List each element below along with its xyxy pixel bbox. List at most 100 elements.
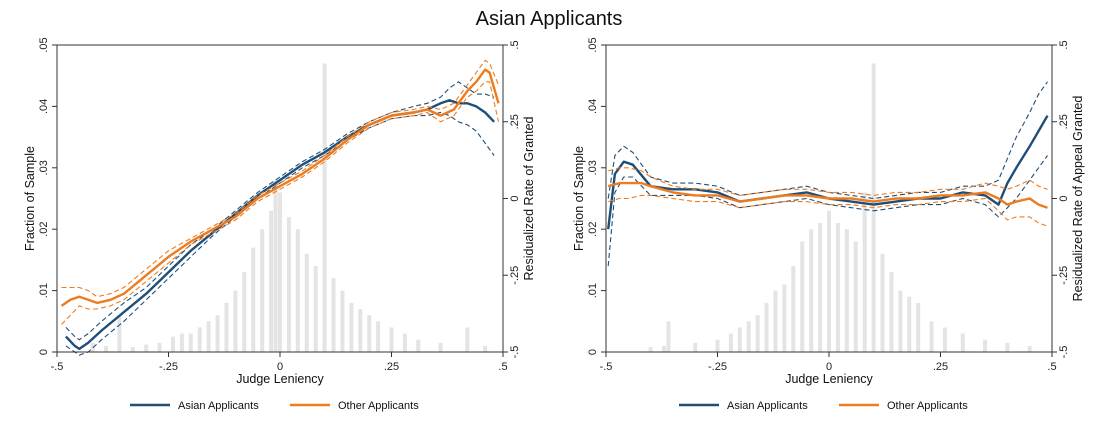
ci-lower-line (608, 194, 1048, 227)
histogram-bar (661, 345, 666, 352)
histogram-bar (331, 278, 336, 352)
y-right-tick-label: 0 (509, 195, 521, 201)
histogram-bar (648, 347, 653, 352)
y-left-tick-label: .05 (38, 37, 50, 52)
y-right-axis-title: Residualized Rate of Granted (522, 116, 536, 280)
histogram-bar (666, 321, 671, 352)
histogram-bar (929, 321, 934, 352)
histogram-bar (983, 339, 988, 352)
histogram-bar (269, 210, 274, 352)
histogram-bar (170, 336, 175, 352)
histogram-bar (402, 333, 407, 352)
y-left-tick-label: .04 (587, 99, 599, 114)
histogram-bar (389, 327, 394, 352)
y-left-axis-title: Fraction of Sample (23, 146, 37, 251)
histogram-bar (791, 266, 796, 352)
ci-lower-line (607, 155, 1048, 267)
histogram-bar (907, 296, 912, 352)
histogram-bar (483, 345, 488, 352)
histogram-bar (215, 315, 220, 352)
y-right-tick-label: .25 (1058, 114, 1070, 129)
x-tick-label: -.5 (51, 361, 64, 373)
y-right-tick-label: .25 (509, 114, 521, 129)
histogram-bar (737, 327, 742, 352)
histogram-bar (251, 247, 256, 352)
legend-label: Other Applicants (338, 400, 419, 412)
histogram-bar (862, 192, 867, 352)
histogram-bar (286, 216, 291, 352)
histogram-bar (416, 339, 421, 352)
y-left-tick-label: .05 (587, 37, 599, 52)
chart-left: -.5 -.25 0 .25 .5 0 .01 .02 .03 .04 .05 -.5 -.25 0 .25… (23, 37, 536, 412)
histogram-bar (746, 321, 751, 352)
histogram-bar (104, 345, 109, 352)
figure-title: Asian Applicants (475, 8, 623, 30)
histogram-bar (1005, 342, 1010, 352)
histogram-bar (313, 266, 318, 352)
ci-upper-line (65, 81, 495, 341)
histogram-bar (260, 229, 265, 352)
histogram-bar (889, 272, 894, 352)
x-tick-label: -.25 (159, 361, 178, 373)
y-left-tick-label: 0 (38, 349, 50, 355)
series-line (65, 99, 495, 351)
histogram-bar (916, 302, 921, 352)
x-tick-label: .5 (1047, 361, 1056, 373)
histogram-bar (295, 229, 300, 352)
legend-label: Asian Applicants (727, 400, 808, 412)
histogram-bar (278, 192, 282, 352)
x-axis-title: Judge Leniency (785, 372, 873, 386)
y-left-tick-label: 0 (587, 349, 599, 355)
legend-label: Other Applicants (887, 400, 968, 412)
histogram-bar (715, 339, 720, 352)
histogram-bar (157, 342, 162, 352)
histogram-bar (942, 327, 947, 352)
histogram-bar (960, 333, 965, 352)
legend-label: Asian Applicants (178, 400, 259, 412)
histogram-bar (835, 223, 840, 352)
y-right-axis-title: Residualized Rate of Appeal Granted (1071, 96, 1085, 302)
y-left-axis-title: Fraction of Sample (572, 146, 586, 251)
y-right-tick-label: -.5 (509, 346, 521, 359)
histogram-bar (349, 302, 354, 352)
y-right-tick-label: -.25 (509, 266, 521, 285)
x-axis-title: Judge Leniency (236, 372, 324, 386)
histogram-bar (130, 347, 135, 352)
histogram-bar (853, 241, 858, 352)
histogram-bar (755, 315, 760, 352)
histogram-bar (438, 342, 443, 352)
chart-right: -.5 -.25 0 .25 .5 0 .01 .02 .03 .04 .05 -.5 -.25 0 .25… (572, 37, 1085, 412)
histogram-bar (188, 333, 193, 352)
series-line (607, 181, 1048, 209)
ci-upper-line (61, 59, 500, 298)
y-left-tick-label: .02 (38, 222, 50, 237)
y-left-tick-label: .01 (587, 283, 599, 298)
y-left-tick-label: .04 (38, 99, 50, 114)
y-left-tick-label: .01 (38, 283, 50, 298)
ci-lower-line (65, 111, 495, 356)
histogram-bar (322, 63, 327, 353)
y-right-tick-label: .5 (1058, 40, 1070, 49)
histogram-bar (898, 290, 903, 352)
histogram-bar (827, 210, 831, 352)
x-tick-label: 0 (277, 361, 283, 373)
series-line (60, 68, 500, 307)
y-right-tick-label: -.25 (1058, 266, 1070, 285)
histogram-bar (764, 302, 769, 352)
histogram-bar (273, 180, 278, 352)
histogram-bar (809, 229, 814, 352)
histogram-bar (800, 241, 805, 352)
histogram-bar (206, 321, 211, 352)
ci-lower-line (61, 81, 500, 325)
histogram-bar (818, 223, 823, 352)
histogram-bar (233, 290, 238, 352)
histogram-bar (224, 302, 229, 352)
histogram-bar (358, 309, 363, 352)
histogram-bar (376, 321, 381, 352)
x-tick-label: .5 (498, 361, 507, 373)
x-tick-label: 0 (826, 361, 832, 373)
x-tick-label: -.25 (708, 361, 727, 373)
histogram-bar (117, 315, 122, 352)
histogram-bar (782, 284, 787, 352)
ci-upper-line (607, 81, 1048, 200)
